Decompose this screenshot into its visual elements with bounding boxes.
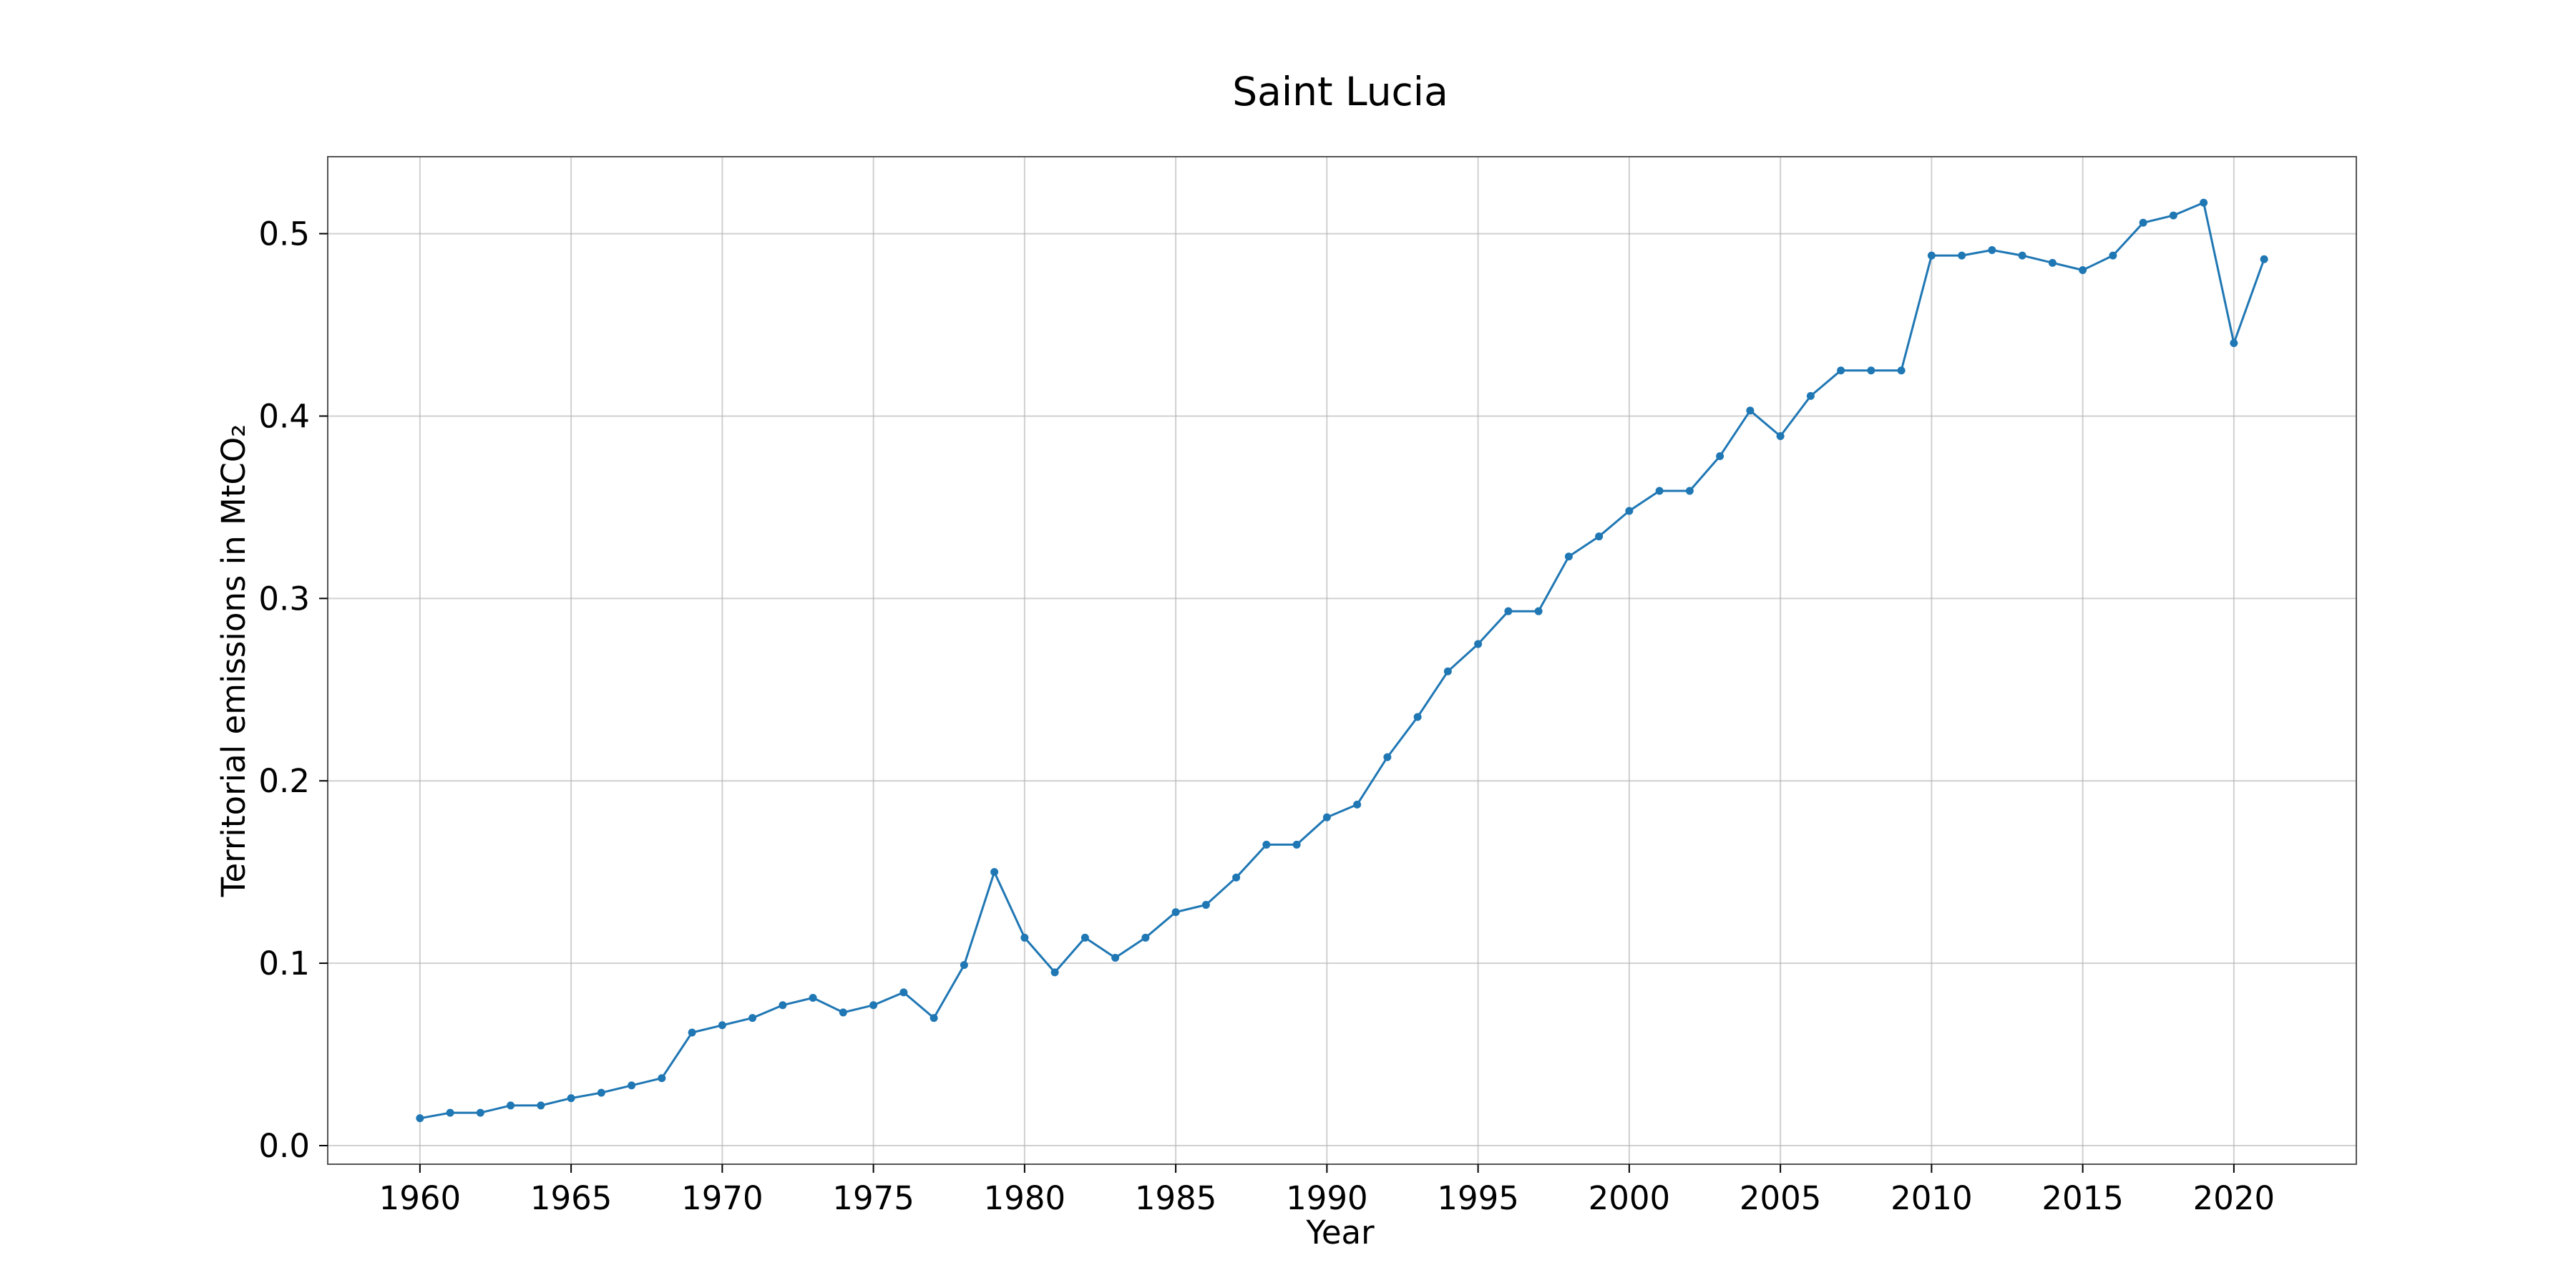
x-tick-label: 1965 xyxy=(530,1179,613,1217)
series-line xyxy=(419,201,2265,1120)
data-point xyxy=(1776,431,1785,440)
data-point xyxy=(1625,507,1634,515)
data-point xyxy=(1534,607,1543,615)
plot-frame xyxy=(327,156,2357,1165)
data-point xyxy=(1201,901,1210,909)
x-tick-label: 1975 xyxy=(832,1179,914,1217)
data-point xyxy=(1927,251,1936,260)
data-point xyxy=(1292,840,1301,849)
data-point xyxy=(416,1114,424,1123)
data-point xyxy=(2079,266,2087,275)
data-point xyxy=(597,1088,605,1097)
data-point xyxy=(658,1074,666,1083)
data-point xyxy=(718,1021,726,1030)
data-point xyxy=(2109,251,2117,260)
x-tick-label: 1990 xyxy=(1286,1179,1368,1217)
data-point xyxy=(809,994,817,1002)
data-point xyxy=(1746,406,1755,415)
data-point xyxy=(1171,908,1180,917)
data-point xyxy=(1413,713,1422,721)
data-point xyxy=(930,1014,938,1023)
data-point xyxy=(990,868,999,877)
data-point xyxy=(1443,667,1452,675)
data-point xyxy=(2260,255,2268,263)
y-tick-label: 0.1 xyxy=(258,945,310,982)
data-point xyxy=(1897,366,1906,375)
x-tick-label: 2020 xyxy=(2193,1179,2275,1217)
data-point xyxy=(1837,366,1845,375)
data-point xyxy=(1111,953,1120,962)
data-point xyxy=(869,1001,878,1010)
data-point xyxy=(1050,968,1059,977)
y-tick-label: 0.5 xyxy=(258,215,310,253)
data-point xyxy=(537,1101,545,1110)
data-point xyxy=(2018,251,2026,260)
data-point xyxy=(476,1108,484,1117)
x-tick-label: 1980 xyxy=(984,1179,1066,1217)
data-point xyxy=(446,1108,454,1117)
x-tick-label: 1985 xyxy=(1135,1179,1217,1217)
data-point xyxy=(1232,873,1241,882)
ticks: 1960 1965 1970 1975 1980 1985 1990 1995 2000 2005… xyxy=(258,215,2275,1217)
data-point xyxy=(1655,487,1664,495)
data-point xyxy=(507,1101,515,1110)
data-point xyxy=(1806,391,1815,400)
data-point xyxy=(1685,487,1694,495)
y-tick-label: 0.4 xyxy=(258,397,310,435)
x-axis-label: Year xyxy=(1305,1214,1375,1252)
data-point xyxy=(839,1008,847,1017)
x-tick-label: 2010 xyxy=(1890,1179,1973,1217)
data-point xyxy=(1383,753,1392,761)
chart-title: Saint Lucia xyxy=(1232,69,1448,114)
data-point xyxy=(1322,813,1331,821)
x-tick-label: 2005 xyxy=(1740,1179,1822,1217)
data-point xyxy=(748,1014,757,1023)
data-point xyxy=(1595,532,1604,541)
x-tick-label: 1960 xyxy=(379,1179,462,1217)
x-tick-label: 1995 xyxy=(1437,1179,1519,1217)
y-tick-label: 0.3 xyxy=(258,580,310,618)
series-layer xyxy=(416,198,2268,1123)
data-point xyxy=(899,988,908,997)
y-tick-label: 0.2 xyxy=(258,762,310,800)
data-point xyxy=(1504,607,1513,615)
data-point xyxy=(628,1081,636,1090)
data-point xyxy=(2230,338,2238,347)
x-tick-label: 2000 xyxy=(1589,1179,1671,1217)
grid xyxy=(328,157,2356,1164)
data-point xyxy=(1716,452,1724,461)
data-point xyxy=(1474,640,1483,648)
data-point xyxy=(960,961,968,970)
data-point xyxy=(2139,218,2147,227)
data-point xyxy=(1958,251,1966,260)
x-tick-label: 1970 xyxy=(681,1179,763,1217)
data-point xyxy=(2048,258,2057,267)
data-point xyxy=(1988,246,1996,255)
data-point xyxy=(1262,840,1271,849)
data-point xyxy=(1867,366,1875,375)
data-point xyxy=(1080,933,1089,942)
data-point xyxy=(567,1094,575,1103)
data-point xyxy=(1141,933,1150,942)
data-point xyxy=(1020,933,1029,942)
data-point xyxy=(1353,800,1362,809)
data-point xyxy=(1564,552,1573,561)
data-point xyxy=(688,1028,696,1037)
data-point xyxy=(2169,211,2177,220)
x-tick-label: 2015 xyxy=(2041,1179,2124,1217)
y-tick-label: 0.0 xyxy=(258,1127,310,1165)
data-point xyxy=(779,1001,787,1010)
y-axis-label: Territorial emissions in MtCO₂ xyxy=(215,424,253,898)
data-point xyxy=(2200,198,2208,207)
